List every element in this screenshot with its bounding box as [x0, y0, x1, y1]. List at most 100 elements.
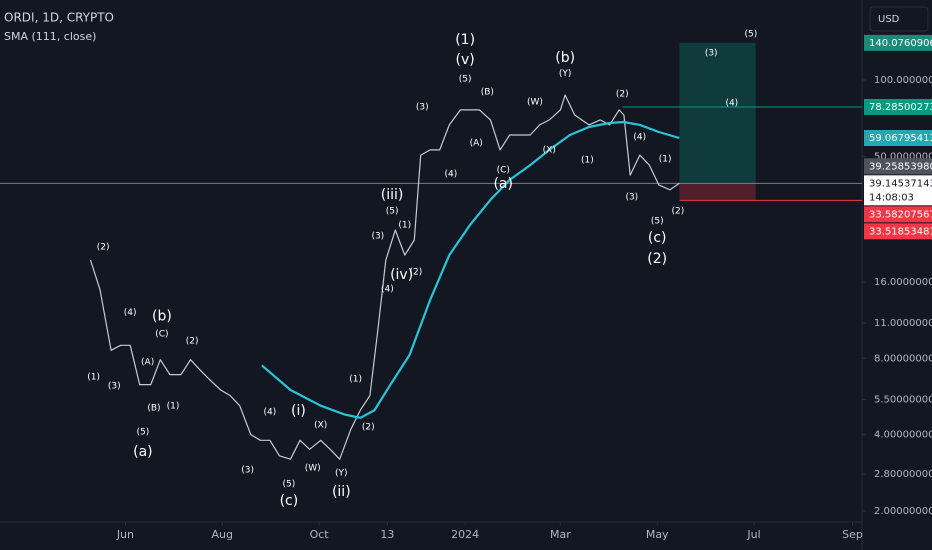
currency-label[interactable]: USD — [878, 14, 900, 25]
wave-label: (X) — [543, 145, 556, 155]
countdown-label: 14:08:03 — [869, 192, 914, 203]
y-tick-label: 100.00000000 — [874, 75, 932, 86]
wave-label: (Y) — [335, 468, 348, 478]
y-tick-label: 8.00000000 — [874, 353, 932, 364]
price-tag-label: 39.25853980 — [869, 161, 932, 172]
wave-label: (3) — [416, 102, 429, 112]
wave-label: (B) — [147, 403, 160, 413]
wave-label: (2) — [671, 206, 684, 216]
wave-label: (5) — [283, 479, 296, 489]
wave-label: (1) — [455, 32, 475, 48]
wave-label: (2) — [410, 268, 423, 278]
wave-label: (5) — [651, 217, 664, 227]
current-price-label: 39.14537143 — [869, 178, 932, 189]
wave-label: (2) — [647, 251, 667, 267]
y-tick-label: 50.00000000 — [874, 151, 932, 162]
x-tick-label: Jul — [746, 528, 760, 541]
x-tick-label: 2024 — [451, 528, 479, 541]
wave-label: (A) — [470, 138, 483, 148]
wave-label: (a) — [133, 444, 153, 460]
wave-label: (2) — [362, 422, 375, 432]
wave-label: (W) — [305, 463, 321, 473]
wave-label: (1) — [87, 372, 100, 382]
wave-label: (5) — [745, 29, 758, 39]
price-tag — [864, 130, 932, 147]
loss-zone — [679, 183, 756, 201]
y-tick-label: 2.00000000 — [874, 506, 932, 517]
wave-label: (i) — [291, 403, 306, 419]
y-tick-label: 4.00000000 — [874, 430, 932, 441]
price-tag-label: 140.07609067 — [869, 38, 932, 49]
x-tick-label: Jun — [116, 528, 134, 541]
current-price-tag — [864, 175, 932, 206]
wave-label: (Y) — [559, 69, 572, 79]
wave-label: (b) — [152, 308, 172, 324]
wave-label: (c) — [280, 493, 299, 509]
wave-label: (A) — [141, 357, 154, 367]
wave-label: (C) — [155, 329, 168, 339]
price-tag-label: 59.06795413 — [869, 133, 932, 144]
wave-label: (5) — [136, 427, 149, 437]
wave-label: (4) — [381, 285, 394, 295]
wave-label: (v) — [456, 52, 475, 68]
y-tick-label: 16.00000000 — [874, 277, 932, 288]
wave-label: (B) — [481, 87, 494, 97]
wave-label: (3) — [625, 192, 638, 202]
wave-label: (iv) — [390, 267, 413, 283]
wave-label: (4) — [124, 308, 137, 318]
x-tick-label: Oct — [310, 528, 330, 541]
price-tag — [864, 206, 932, 223]
wave-label: (4) — [263, 407, 276, 417]
wave-label: (1) — [398, 221, 411, 231]
currency-button[interactable] — [869, 6, 929, 32]
wave-label: (4) — [633, 133, 646, 143]
x-tick-label: Aug — [212, 528, 233, 541]
chart-title: ORDI, 1D, CRYPTO — [4, 11, 114, 25]
plot-area: (1) (2) (3) (4) (5) (a) (A) (B) (b) (C) (1) (2) (3) (… — [0, 29, 862, 509]
wave-label: (b) — [555, 50, 575, 66]
wave-label: (X) — [314, 420, 327, 430]
price-tag-label: 33.58207567 — [869, 209, 932, 220]
x-tick-label: 13 — [380, 528, 394, 541]
wave-label: (3) — [371, 231, 384, 241]
profit-zone — [679, 42, 756, 184]
wave-label: (2) — [616, 89, 629, 99]
wave-label: (iii) — [381, 187, 404, 203]
wave-label: (5) — [459, 74, 472, 84]
x-tick-label: Sep — [842, 528, 863, 541]
indicator-label: SMA (111, close) — [4, 30, 96, 43]
price-line — [89, 94, 680, 460]
wave-label: (5) — [386, 206, 399, 216]
wave-label: (W) — [527, 97, 543, 107]
y-tick-label: 2.80000000 — [874, 469, 932, 480]
price-tag — [864, 34, 932, 51]
wave-label: (c) — [648, 230, 667, 246]
price-tag — [864, 98, 932, 115]
y-tick-label: 5.50000000 — [874, 395, 932, 406]
sma-line — [261, 120, 680, 419]
y-tick-label: 11.00000000 — [874, 318, 932, 329]
wave-label: (1) — [349, 374, 362, 384]
wave-label: (2) — [186, 336, 199, 346]
wave-label: (2) — [97, 242, 110, 252]
wave-label: (C) — [497, 165, 510, 175]
wave-label: (3) — [241, 466, 254, 476]
axes: 100.00000000 50.00000000 16.00000000 11.000… — [116, 34, 932, 541]
price-tag-label: 78.28500273 — [869, 102, 932, 113]
x-tick-label: Mar — [550, 528, 571, 541]
price-tag — [864, 158, 932, 175]
wave-label: (3) — [705, 48, 718, 58]
price-tag — [864, 223, 932, 240]
wave-label: (ii) — [332, 484, 351, 500]
wave-label: (a) — [493, 176, 513, 192]
wave-label: (4) — [725, 98, 738, 108]
price-tag-label: 33.51853481 — [869, 226, 932, 237]
wave-label: (1) — [167, 401, 180, 411]
x-tick-label: May — [646, 528, 669, 541]
wave-label: (1) — [659, 155, 672, 165]
wave-label: (1) — [581, 155, 594, 165]
wave-label: (3) — [108, 381, 121, 391]
wave-label: (4) — [444, 170, 457, 180]
